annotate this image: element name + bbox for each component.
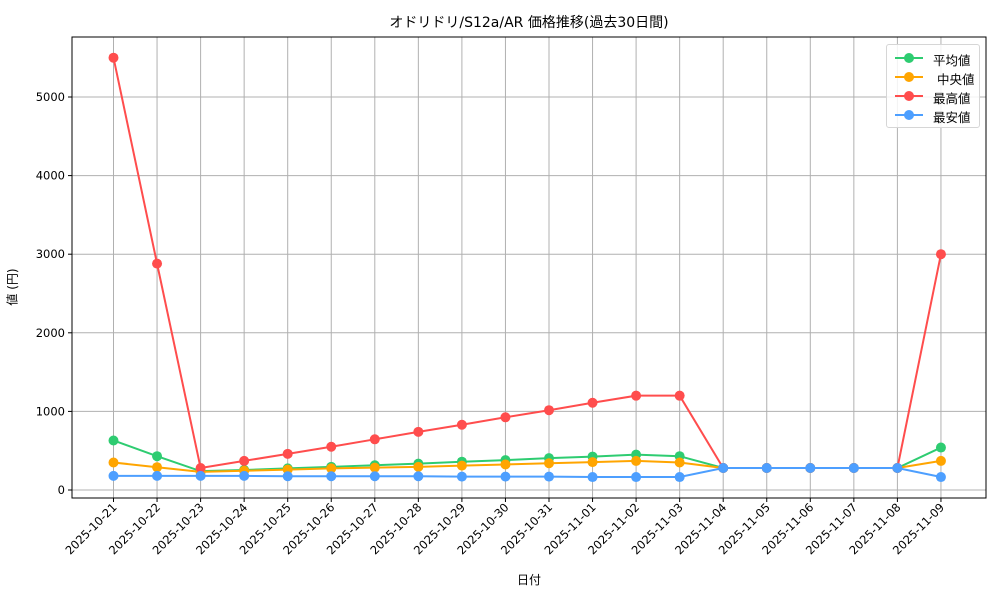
data-point-marker (326, 463, 337, 474)
data-point-marker (108, 52, 119, 63)
data-point-marker (935, 442, 946, 453)
data-point-marker (456, 460, 467, 471)
data-point-marker (369, 434, 380, 445)
data-point-marker (108, 470, 119, 481)
legend-item-median: 中央値 (887, 67, 979, 87)
data-point-marker (674, 472, 685, 483)
data-point-marker (152, 462, 163, 473)
data-point-marker (500, 412, 511, 423)
data-point-marker (152, 451, 163, 462)
data-point-marker (108, 435, 119, 446)
data-point-marker (413, 426, 424, 437)
y-tick-label: 4000 (36, 169, 65, 183)
legend-label: 平均値 (933, 53, 971, 68)
axes-frame (71, 36, 987, 499)
data-point-marker (587, 472, 598, 483)
chart-title: オドリドリ/S12a/AR 価格推移(過去30日間) (389, 15, 669, 31)
x-axis-label: 日付 (516, 573, 542, 587)
data-point-marker (805, 462, 816, 473)
y-tick-label: 5000 (36, 90, 65, 104)
data-point-marker (152, 258, 163, 269)
data-point-marker (195, 470, 206, 481)
data-point-marker (674, 457, 685, 468)
data-point-marker (935, 472, 946, 483)
grid-lines (72, 37, 986, 498)
data-point-marker (456, 419, 467, 430)
legend-marker-icon (904, 72, 914, 82)
legend-label: 最安値 (933, 110, 971, 125)
data-point-marker (674, 390, 685, 401)
data-point-marker (413, 461, 424, 472)
y-axis-ticks: 0 1000 2000 3000 4000 5000 (36, 90, 72, 497)
series-line (113, 466, 942, 479)
x-axis-ticks: 2025-10-212025-10-222025-10-232025-10-24… (62, 498, 947, 557)
legend-item-average: 平均値 (887, 48, 979, 68)
data-point-marker (500, 459, 511, 470)
data-series (108, 52, 946, 483)
data-point-marker (369, 462, 380, 473)
data-point-marker (935, 249, 946, 260)
y-tick-label: 3000 (36, 247, 65, 261)
data-point-marker (326, 471, 337, 482)
y-tick-label: 0 (58, 483, 65, 497)
legend-marker-icon (904, 110, 914, 120)
data-point-marker (761, 462, 772, 473)
data-point-marker (239, 455, 250, 466)
data-point-marker (544, 458, 554, 469)
data-point-marker (631, 472, 642, 483)
data-point-marker (456, 471, 467, 482)
legend-marker-icon (904, 53, 914, 63)
data-point-marker (413, 471, 424, 482)
legend-label: 中央値 (933, 72, 975, 87)
legend: 平均値 中央値 最高値 最安値 (886, 44, 980, 128)
data-point-marker (587, 457, 598, 468)
data-point-marker (500, 471, 511, 482)
legend-marker-icon (904, 91, 914, 101)
legend-label: 最高値 (933, 91, 971, 106)
data-point-marker (369, 471, 380, 482)
data-point-marker (587, 397, 598, 408)
y-tick-label: 2000 (36, 326, 65, 340)
series-line (113, 439, 942, 473)
data-point-marker (631, 455, 642, 466)
data-point-marker (544, 405, 554, 416)
data-point-marker (239, 470, 250, 481)
data-point-marker (152, 470, 163, 481)
data-point-marker (544, 471, 554, 482)
data-point-marker (892, 462, 903, 473)
y-tick-label: 1000 (36, 404, 65, 418)
legend-item-min: 最安値 (887, 105, 979, 125)
data-point-marker (631, 390, 642, 401)
data-point-marker (282, 448, 293, 459)
data-point-marker (935, 455, 946, 466)
series-line (112, 57, 942, 470)
data-point-marker (108, 457, 119, 468)
data-point-marker (718, 462, 729, 473)
data-point-marker (282, 471, 293, 482)
data-point-marker (848, 462, 859, 473)
legend-item-max: 最高値 (887, 86, 979, 106)
data-point-marker (195, 462, 206, 473)
data-point-marker (326, 441, 337, 452)
